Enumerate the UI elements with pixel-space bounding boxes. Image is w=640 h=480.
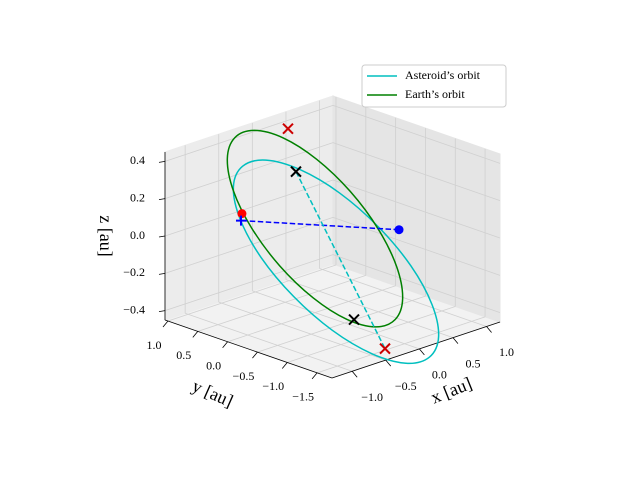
grid-line [164, 104, 334, 162]
y-tick-label: −0.5 [233, 369, 255, 383]
grid-line [287, 306, 456, 363]
cross-marker [379, 342, 391, 355]
tick-mark [385, 359, 392, 367]
cross-marker [282, 122, 294, 135]
z-tick-label: 0.2 [130, 190, 145, 204]
tick-mark [351, 371, 358, 378]
grid-line [332, 179, 501, 239]
legend-label: Earth’s orbit [405, 87, 465, 101]
grid-line [197, 275, 366, 332]
orbit-line [226, 129, 404, 328]
grid-line [164, 216, 334, 274]
tick-mark [281, 362, 288, 369]
layer [164, 97, 501, 374]
x-tick-label: −1.0 [361, 390, 383, 404]
z-tick-label: 0.4 [130, 153, 145, 167]
grid-line [285, 279, 454, 339]
grid-line [316, 316, 486, 374]
tick-mark [162, 320, 169, 328]
y-tick-label: 0.5 [176, 348, 191, 362]
grid-line [218, 301, 386, 361]
x-tick-label: −0.5 [395, 379, 417, 393]
grid-line [257, 295, 426, 353]
z-tick-label: 0.0 [130, 228, 145, 242]
layer [163, 95, 502, 379]
grid-line [332, 216, 501, 276]
dashed-line [295, 171, 386, 349]
tick-mark [158, 235, 166, 238]
tick-mark [222, 341, 228, 349]
tick-mark [311, 372, 318, 380]
cross-marker [290, 165, 302, 178]
point-marker [237, 209, 247, 219]
grid-line [332, 142, 501, 202]
tick-mark [486, 326, 492, 333]
z-axis-title: z [au] [96, 215, 116, 256]
grid-line [164, 254, 334, 312]
grid-line [167, 264, 337, 322]
tick-mark [419, 348, 425, 356]
grid-line [332, 104, 501, 164]
z-tick-label: −0.2 [123, 265, 145, 279]
y-tick-label: 1.0 [146, 338, 161, 352]
x-axis-line [331, 321, 501, 379]
y-axis-title: y [au] [189, 376, 236, 412]
legend-box [361, 64, 507, 108]
x-tick-label: 1.0 [499, 345, 514, 359]
tick-mark [158, 198, 166, 201]
y-tick-label: −1.0 [262, 379, 284, 393]
legend-label: Asteroid’s orbit [405, 68, 481, 82]
y-tick-label: 0.0 [206, 359, 221, 373]
grid-line [252, 290, 420, 350]
cross-marker [348, 313, 360, 326]
tick-mark [158, 310, 166, 313]
x-tick-label: 0.0 [432, 368, 447, 382]
y-axis-line [164, 319, 333, 379]
y-tick-label: −1.5 [292, 390, 314, 404]
x-tick-label: 0.5 [465, 356, 480, 370]
tick-mark [252, 351, 258, 359]
tick-mark [158, 160, 166, 163]
grid-line [185, 312, 353, 372]
dashed-line [240, 219, 400, 231]
point-marker [394, 225, 404, 235]
grid-line [332, 254, 501, 314]
z-tick-label: −0.4 [123, 302, 145, 316]
grid-line [164, 142, 334, 200]
plus-marker [235, 215, 246, 226]
tick-mark [158, 272, 166, 275]
tick-mark [452, 337, 459, 344]
orbit-line [232, 159, 440, 365]
tick-mark [192, 331, 199, 338]
